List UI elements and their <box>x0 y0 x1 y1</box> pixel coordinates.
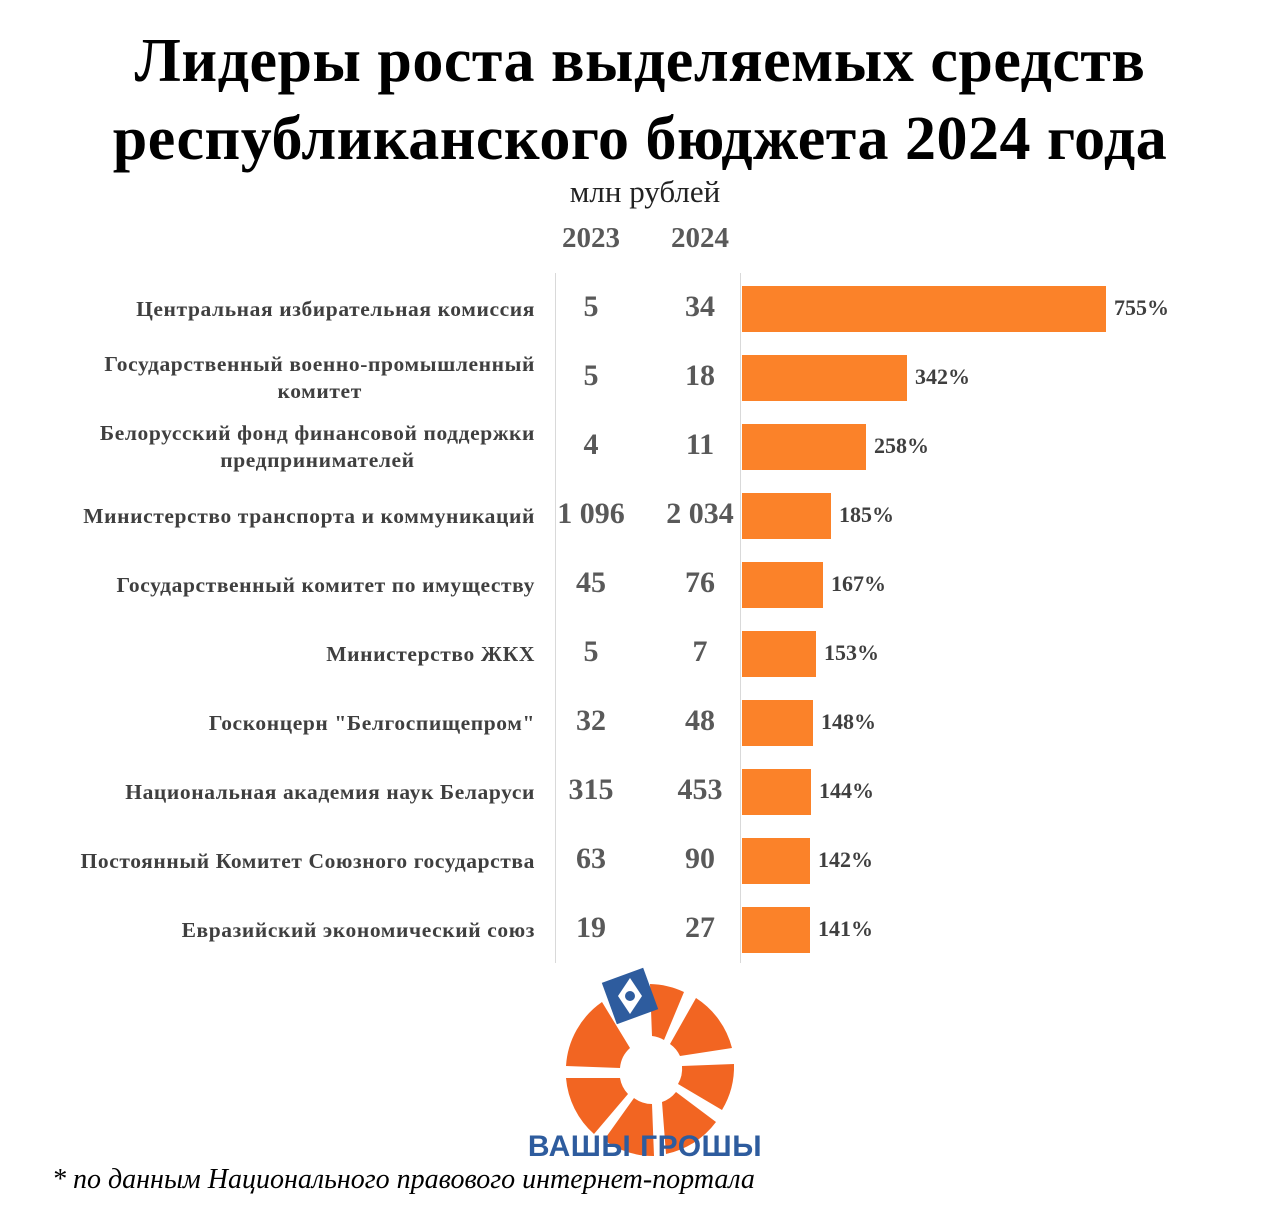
bar <box>742 769 811 815</box>
bar <box>742 562 823 608</box>
column-header-2024: 2024 <box>671 222 729 254</box>
category-label: Постоянный Комитет Союзного государства <box>30 831 535 891</box>
value-2024: 34 <box>685 290 715 323</box>
value-2023: 5 <box>583 290 599 323</box>
bar <box>742 493 831 539</box>
footnote: * по данным Национального правового инте… <box>52 1164 755 1195</box>
value-2024: 453 <box>677 773 723 806</box>
growth-label: 258% <box>874 433 929 458</box>
chart-title: Лидеры роста выделяемых средств республи… <box>0 22 1280 178</box>
value-2023: 5 <box>583 635 599 668</box>
bar <box>742 631 816 677</box>
value-2023: 5 <box>583 359 599 392</box>
category-label-line: Госконцерн "Белгоспищепром" <box>208 710 535 735</box>
bar <box>742 700 813 746</box>
category-label-line: Государственный военно-промышленный <box>104 352 535 376</box>
growth-label: 153% <box>824 640 879 665</box>
growth-label: 167% <box>831 571 886 596</box>
bar <box>742 424 866 470</box>
category-label: Министерство ЖКХ <box>30 624 535 684</box>
bar <box>742 838 810 884</box>
category-label-line: предпринимателей <box>220 448 415 472</box>
column-separator-left <box>555 273 556 963</box>
growth-label: 142% <box>818 847 873 872</box>
value-2024: 18 <box>685 359 715 392</box>
value-2024: 27 <box>685 911 715 944</box>
axis-line <box>740 273 741 963</box>
unit-label: млн рублей <box>569 174 721 209</box>
bar <box>742 355 907 401</box>
category-label-line: Центральная избирательная комиссия <box>136 296 535 321</box>
title-line-1: Лидеры роста выделяемых средств <box>134 27 1146 95</box>
value-2023: 19 <box>576 911 606 944</box>
value-2024: 2 034 <box>666 497 734 530</box>
value-2024: 7 <box>692 635 708 668</box>
title-line-2: республиканского бюджета 2024 года <box>112 105 1168 173</box>
growth-label: 342% <box>915 364 970 389</box>
column-header-2023: 2023 <box>562 222 620 254</box>
growth-label: 148% <box>821 709 876 734</box>
category-label-line: Белорусский фонд финансовой поддержки <box>99 421 535 445</box>
category-label-line: Евразийский экономический союз <box>181 917 535 942</box>
category-label: Белорусский фонд финансовой поддержки пре… <box>30 417 535 477</box>
growth-label: 185% <box>839 502 894 527</box>
bar <box>742 907 810 953</box>
category-label-line: Государственный комитет по имуществу <box>116 572 535 597</box>
category-label-line: Национальная академия наук Беларуси <box>125 779 535 804</box>
category-label: Национальная академия наук Беларуси <box>30 762 535 822</box>
bar <box>742 286 1106 332</box>
value-2024: 11 <box>685 428 715 461</box>
growth-label: 755% <box>1114 295 1169 320</box>
value-2023: 63 <box>576 842 606 875</box>
value-2023: 32 <box>576 704 606 737</box>
value-2023: 45 <box>576 566 606 599</box>
category-label: Центральная избирательная комиссия <box>30 279 535 339</box>
value-2023: 4 <box>583 428 599 461</box>
value-2024: 48 <box>685 704 715 737</box>
growth-label: 144% <box>819 778 874 803</box>
value-2023: 1 096 <box>557 497 625 530</box>
category-label-line: Министерство ЖКХ <box>326 641 535 666</box>
growth-label: 141% <box>818 916 873 941</box>
category-label: Госконцерн "Белгоспищепром" <box>30 693 535 753</box>
category-label: Государственный военно-промышленный комит… <box>30 348 535 408</box>
category-label: Государственный комитет по имуществу <box>30 555 535 615</box>
value-2024: 76 <box>685 566 715 599</box>
category-label-line: комитет <box>277 379 362 403</box>
value-2024: 90 <box>685 842 715 875</box>
category-label: Евразийский экономический союз <box>30 900 535 960</box>
category-label-line: Министерство транспорта и коммуникаций <box>83 503 535 528</box>
logo-text: ВАШЫ ГРОШЫ <box>527 1130 763 1163</box>
category-label: Министерство транспорта и коммуникаций <box>30 486 535 546</box>
category-label-line: Постоянный Комитет Союзного государства <box>80 848 535 873</box>
value-2023: 315 <box>568 773 614 806</box>
logo-icon <box>566 967 735 1157</box>
